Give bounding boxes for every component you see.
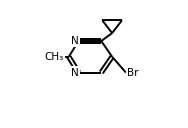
- Text: N: N: [71, 36, 79, 46]
- Text: Br: Br: [127, 68, 138, 78]
- Text: N: N: [71, 68, 79, 78]
- Text: CH₃: CH₃: [44, 52, 64, 62]
